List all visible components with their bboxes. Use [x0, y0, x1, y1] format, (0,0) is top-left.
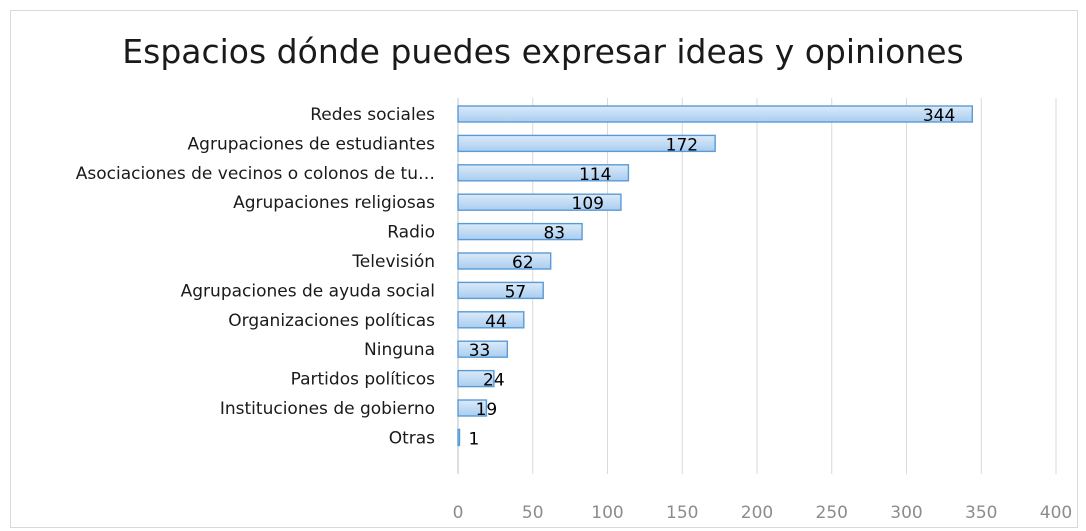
data-label: 57 [505, 282, 527, 302]
bar [457, 222, 583, 241]
category-label: Redes sociales [310, 105, 435, 125]
grid-lines [532, 98, 1057, 474]
bars [457, 105, 973, 447]
x-tick-labels: 0 50 100 150 200 250 300 350 400 [453, 503, 1073, 523]
x-tick-label: 250 [816, 503, 848, 523]
data-label: 24 [483, 371, 505, 391]
x-tick-label: 400 [1040, 503, 1072, 523]
bar [457, 311, 525, 329]
data-label: 19 [476, 400, 498, 420]
category-label: Radio [387, 223, 435, 243]
category-label: Instituciones de gobierno [220, 399, 435, 419]
bar [457, 193, 622, 211]
bar [457, 105, 973, 123]
x-tick-label: 300 [890, 503, 922, 523]
category-label: Partidos políticos [291, 370, 436, 390]
bar [457, 164, 630, 182]
data-labels: 344 172 114 109 83 62 57 44 33 24 19 1 [468, 106, 955, 449]
category-label: Agrupaciones de ayuda social [181, 281, 435, 301]
category-label: Agrupaciones de estudiantes [188, 134, 436, 154]
data-label: 33 [469, 341, 491, 361]
x-tick-label: 350 [965, 503, 997, 523]
data-label: 114 [579, 165, 611, 185]
chart-title: Espacios dónde puedes expresar ideas y o… [122, 32, 964, 71]
bar [457, 399, 488, 417]
data-label: 62 [512, 253, 534, 273]
x-tick-label: 50 [522, 503, 544, 523]
x-tick-label: 100 [591, 503, 623, 523]
category-label: Agrupaciones religiosas [233, 193, 435, 213]
data-label: 344 [923, 106, 955, 126]
category-label: Otras [389, 428, 435, 448]
data-label: 44 [485, 312, 507, 332]
x-tick-label: 150 [666, 503, 698, 523]
bar [457, 369, 495, 388]
bar [457, 252, 552, 270]
data-label: 172 [666, 135, 698, 155]
bar [457, 134, 716, 153]
data-label: 83 [543, 224, 565, 244]
category-label: Televisión [351, 252, 435, 272]
x-tick-label: 200 [741, 503, 773, 523]
category-label: Ninguna [364, 340, 435, 360]
category-labels: Redes sociales Agrupaciones de estudiante… [76, 105, 435, 448]
data-label: 1 [468, 429, 479, 449]
bar [457, 281, 544, 300]
bar [457, 340, 509, 358]
x-tick-label: 0 [453, 503, 464, 523]
data-label: 109 [572, 194, 604, 214]
category-label: Asociaciones de vecinos o colonos de tu… [76, 164, 435, 184]
category-label: Organizaciones políticas [228, 311, 435, 331]
bar [457, 428, 461, 447]
